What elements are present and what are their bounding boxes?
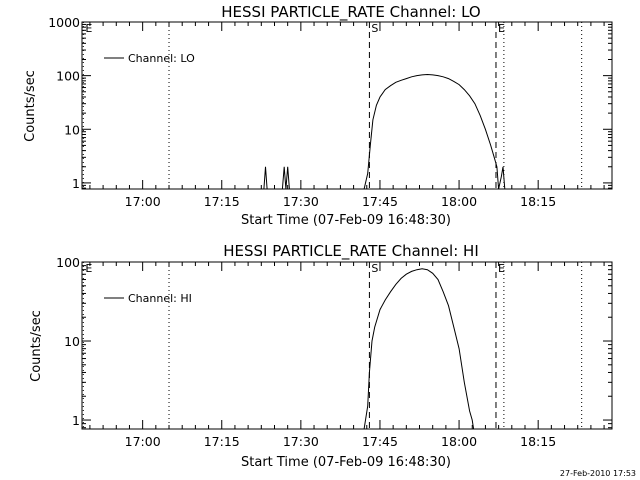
x-tick-label: 18:00 [441, 194, 477, 209]
y-axis-label-hi: Counts/sec [29, 310, 44, 382]
series-line-lo [263, 73, 506, 190]
footer-timestamp: 27-Feb-2010 17:53 [560, 469, 636, 478]
event-marker-label: S [371, 22, 378, 35]
y-tick-label: 10 [64, 122, 80, 137]
x-tick-label: 17:30 [283, 194, 319, 209]
y-axis-label-lo: Counts/sec [23, 70, 38, 142]
y-tick-label: 100 [56, 255, 80, 270]
y-tick-label: 1 [72, 413, 80, 428]
x-axis-lo: 17:00 17:15 17:30 17:45 18:00 18:15 [89, 22, 605, 209]
x-axis-label-lo: Start Time (07-Feb-09 16:48:30) [241, 213, 451, 228]
y-tick-label: 1000 [48, 15, 80, 30]
legend-label-lo: Channel: LO [128, 52, 195, 65]
y-tick-label: 10 [64, 334, 80, 349]
y-axis-lo: 1 10 100 1000 [48, 15, 612, 191]
x-tick-label: 17:45 [362, 194, 398, 209]
y-tick-label: 1 [72, 176, 80, 191]
x-tick-label: 18:15 [520, 434, 556, 449]
x-tick-label: 17:00 [125, 194, 161, 209]
event-marker-label: E [85, 262, 92, 275]
x-tick-label: 17:15 [204, 194, 240, 209]
legend-lo: Channel: LO [104, 52, 195, 65]
chart-title-hi: HESSI PARTICLE_RATE Channel: HI [223, 242, 479, 261]
x-axis-hi: 17:00 17:15 17:30 17:45 18:00 18:15 [89, 262, 605, 449]
x-tick-label: 17:30 [283, 434, 319, 449]
x-tick-label: 17:00 [125, 434, 161, 449]
x-tick-label: 17:45 [362, 434, 398, 449]
event-marker-label: S [371, 262, 378, 275]
x-tick-label: 18:15 [520, 194, 556, 209]
event-marker-label: E [85, 22, 92, 35]
event-marker-label: E [498, 262, 505, 275]
legend-hi: Channel: HI [104, 292, 192, 305]
legend-label-hi: Channel: HI [128, 292, 192, 305]
event-marker-label: E [498, 22, 505, 35]
y-axis-hi: 1 10 100 [56, 255, 612, 429]
x-axis-label-hi: Start Time (07-Feb-09 16:48:30) [241, 455, 451, 470]
x-tick-label: 18:00 [441, 434, 477, 449]
x-tick-label: 17:15 [204, 434, 240, 449]
chart-title-lo: HESSI PARTICLE_RATE Channel: LO [221, 3, 480, 22]
plot-frame-hi [81, 261, 613, 430]
series-line-hi [363, 268, 475, 430]
plot-frame-lo [81, 21, 613, 190]
y-tick-label: 100 [56, 69, 80, 84]
